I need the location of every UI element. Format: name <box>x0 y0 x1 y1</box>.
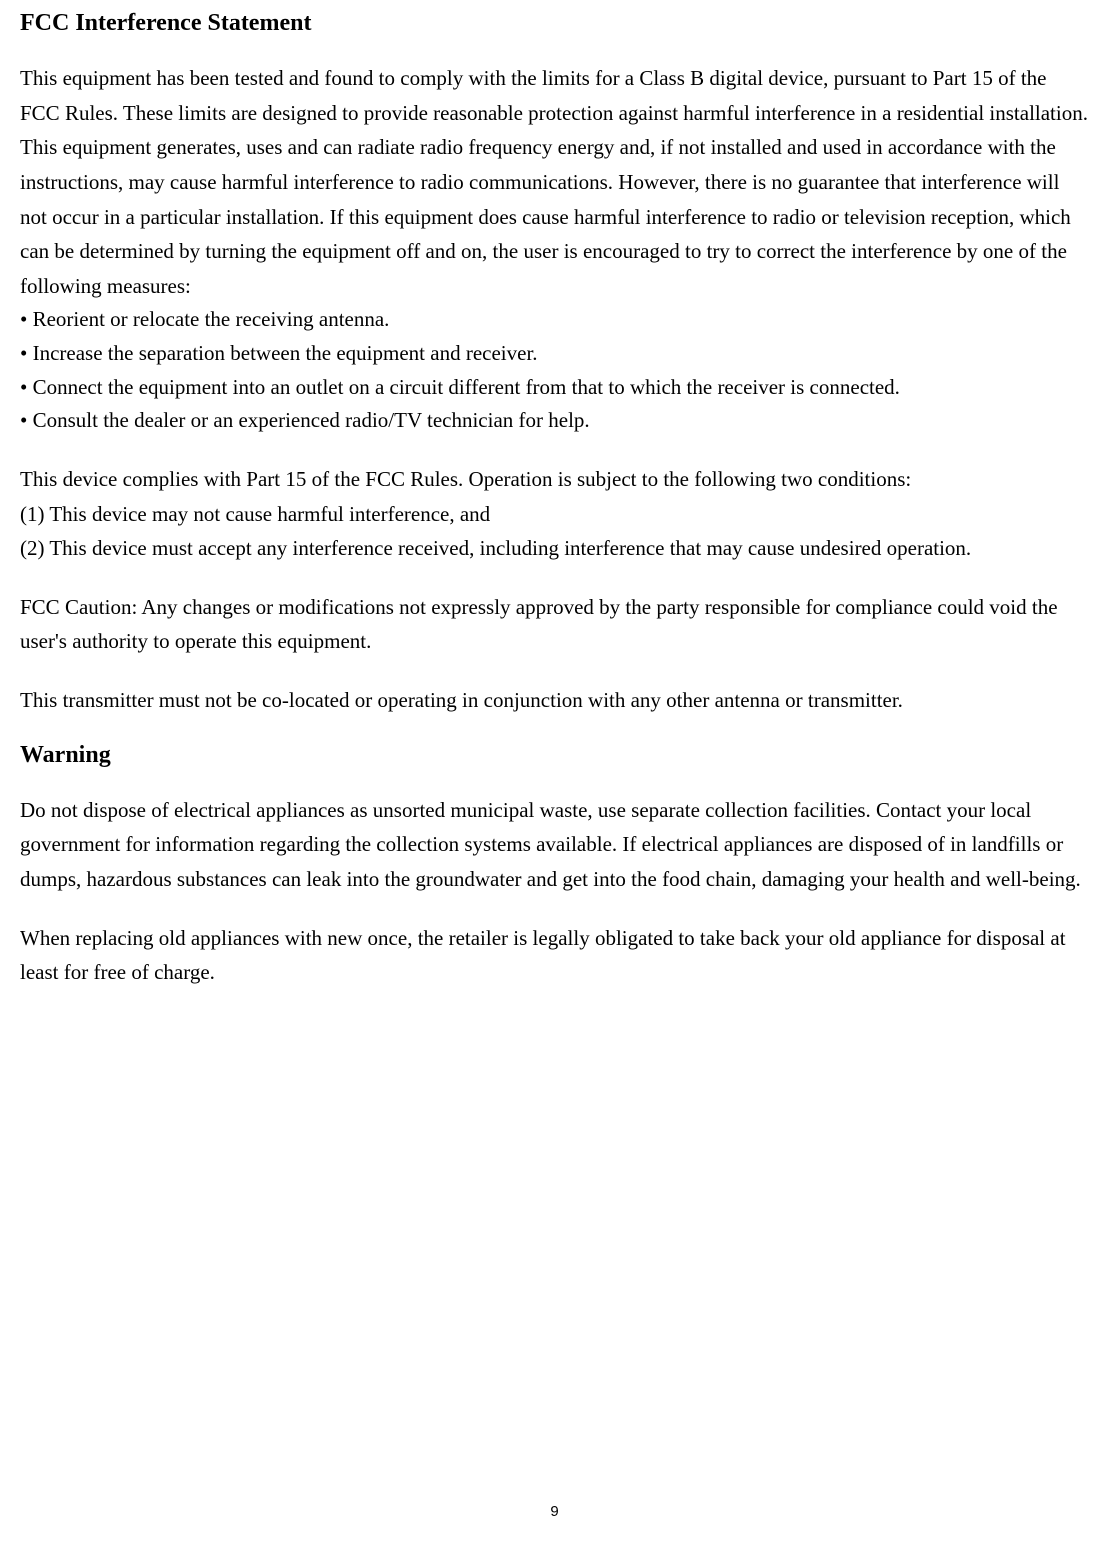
compliance-line-a: This device complies with Part 15 of the… <box>20 462 1089 497</box>
compliance-line-b: (1) This device may not cause harmful in… <box>20 497 1089 532</box>
bullet-outlet: • Connect the equipment into an outlet o… <box>20 371 1089 405</box>
bullet-reorient: • Reorient or relocate the receiving ant… <box>20 303 1089 337</box>
compliance-line-c: (2) This device must accept any interfer… <box>20 531 1089 566</box>
warning-heading: Warning <box>20 742 1089 769</box>
transmitter-paragraph: This transmitter must not be co-located … <box>20 683 1089 718</box>
warning-paragraph-2: When replacing old appliances with new o… <box>20 921 1089 990</box>
bullet-consult: • Consult the dealer or an experienced r… <box>20 404 1089 438</box>
page-number: 9 <box>550 1503 558 1520</box>
warning-paragraph-1: Do not dispose of electrical appliances … <box>20 793 1089 897</box>
fcc-heading: FCC Interference Statement <box>20 10 1089 37</box>
fcc-caution-paragraph: FCC Caution: Any changes or modification… <box>20 590 1089 659</box>
fcc-intro-paragraph: This equipment has been tested and found… <box>20 61 1089 303</box>
bullet-separation: • Increase the separation between the eq… <box>20 337 1089 371</box>
